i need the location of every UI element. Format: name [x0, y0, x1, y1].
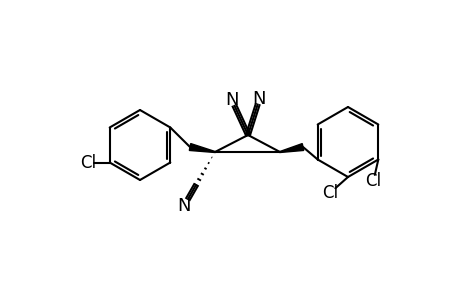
- Text: Cl: Cl: [364, 172, 381, 190]
- Text: Cl: Cl: [79, 154, 95, 172]
- Text: N: N: [177, 197, 190, 215]
- Polygon shape: [189, 144, 215, 152]
- Text: N: N: [252, 90, 266, 108]
- Polygon shape: [279, 144, 303, 152]
- Text: N: N: [225, 92, 238, 110]
- Text: Cl: Cl: [321, 184, 337, 202]
